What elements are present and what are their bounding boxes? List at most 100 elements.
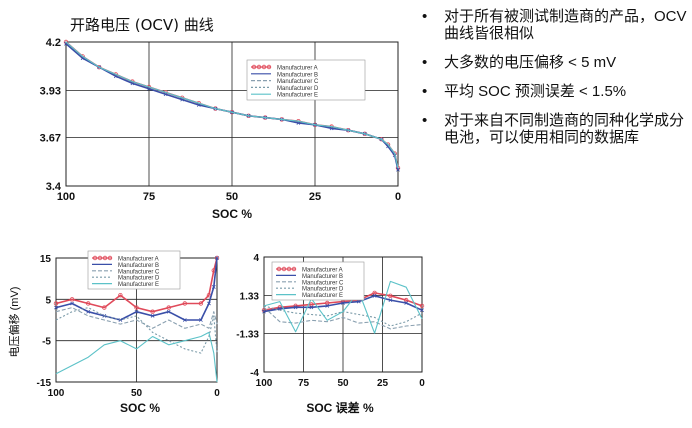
bullet-item: • 对于所有被测试制造商的产品，OCV 曲线皆很相似: [418, 8, 688, 42]
data-point: [419, 303, 425, 309]
data-point: [404, 297, 409, 303]
y-tick-label: -15: [37, 378, 52, 389]
y-tick-label: 3.4: [46, 181, 62, 193]
legend-marker: [97, 255, 103, 261]
data-point: [309, 302, 314, 307]
y-axis-label: 电压偏移 (mV): [7, 287, 21, 358]
data-point: [70, 301, 74, 306]
y-tick-label: 15: [40, 254, 52, 265]
legend-label: Manufacturer B: [302, 274, 343, 280]
data-point: [118, 293, 123, 298]
legend-label: Manufacturer A: [118, 257, 159, 263]
series-line-c: [55, 307, 218, 329]
legend-label: Manufacturer E: [118, 282, 159, 288]
data-point: [150, 309, 155, 314]
data-point: [86, 309, 91, 314]
x-axis-label: SOC %: [120, 401, 160, 415]
legend-marker: [266, 64, 272, 70]
y-tick-label: 4.2: [46, 37, 61, 49]
bullet-dot-icon: •: [422, 83, 428, 100]
x-tick-label: 75: [143, 191, 155, 203]
bullet-text: 平均 SOC 预测误差 < 1.5%: [444, 83, 627, 100]
x-tick-label: 100: [256, 378, 273, 389]
data-point: [53, 301, 59, 306]
data-point: [215, 256, 219, 260]
series-line-e: [263, 280, 423, 334]
bullet-item: • 平均 SOC 预测误差 < 1.5%: [418, 83, 688, 100]
series-line-a: [55, 257, 218, 313]
data-point: [166, 305, 171, 310]
data-point: [134, 305, 139, 310]
bullet-item: • 大多数的电压偏移 < 5 mV: [418, 54, 688, 71]
data-point: [182, 301, 187, 306]
legend-marker: [291, 266, 297, 272]
legend-label: Manufacturer C: [277, 79, 319, 85]
y-tick-label: -5: [42, 337, 51, 348]
series-line-a: [263, 292, 423, 311]
data-point: [166, 309, 171, 314]
series-line-e: [65, 41, 399, 169]
legend-marker: [281, 266, 287, 272]
bullet-dot-icon: •: [422, 54, 428, 71]
legend-label: Manufacturer C: [302, 280, 344, 286]
x-tick-label: 25: [377, 378, 389, 389]
data-point: [54, 305, 58, 310]
x-tick-label: 0: [419, 378, 425, 389]
legend-label: Manufacturer D: [277, 86, 319, 92]
bullet-list: • 对于所有被测试制造商的产品，OCV 曲线皆很相似 • 大多数的电压偏移 < 5 …: [418, 8, 688, 158]
x-axis-label: SOC 误差 %: [306, 400, 374, 415]
x-tick-label: 50: [226, 191, 238, 203]
data-point: [293, 305, 298, 310]
legend-marker: [256, 64, 262, 70]
bullet-item: • 对于来自不同制造商的同种化学成分电池，可以使用相同的数据库: [418, 112, 688, 146]
x-tick-label: 100: [48, 388, 65, 399]
y-tick-label: 5: [45, 295, 51, 306]
legend-label: Manufacturer C: [118, 269, 160, 275]
data-point: [341, 301, 345, 305]
legend-marker: [261, 64, 267, 70]
data-point: [420, 308, 424, 313]
bullet-dot-icon: •: [422, 8, 428, 25]
legend-label: Manufacturer E: [277, 93, 318, 99]
x-tick-label: 50: [337, 378, 349, 389]
bullet-text: 对于所有被测试制造商的产品，OCV 曲线皆很相似: [444, 8, 687, 42]
x-tick-label: 50: [131, 388, 143, 399]
data-point: [372, 293, 377, 298]
data-point: [325, 303, 330, 308]
legend-marker: [251, 64, 257, 70]
data-point: [211, 285, 216, 289]
data-point: [69, 297, 75, 302]
x-axis-label: SOC %: [212, 207, 252, 221]
data-point: [182, 318, 187, 322]
series-line-d: [55, 307, 218, 354]
legend-label: Manufacturer B: [277, 72, 318, 78]
y-tick-label: -1.33: [236, 330, 259, 341]
data-point: [96, 64, 102, 70]
data-point: [396, 167, 400, 172]
data-point: [356, 299, 361, 304]
data-point: [150, 313, 155, 318]
data-point: [207, 301, 211, 306]
y-tick-label: 1.33: [240, 291, 260, 302]
data-point: [309, 305, 314, 310]
bullet-text: 大多数的电压偏移 < 5 mV: [444, 54, 617, 71]
y-tick-label: -4: [250, 368, 259, 379]
series-line-e: [55, 331, 218, 383]
legend-marker: [102, 255, 108, 261]
data-point: [404, 301, 409, 305]
data-point: [388, 293, 393, 299]
y-tick-label: 3.93: [40, 86, 61, 98]
legend-marker: [276, 266, 282, 272]
legend-label: Manufacturer D: [302, 287, 344, 293]
bullet-text: 对于来自不同制造商的同种化学成分电池，可以使用相同的数据库: [444, 112, 685, 146]
x-tick-label: 0: [395, 191, 401, 203]
legend-marker: [92, 255, 98, 261]
y-tick-label: 4: [253, 253, 259, 264]
x-tick-label: 0: [214, 388, 220, 399]
